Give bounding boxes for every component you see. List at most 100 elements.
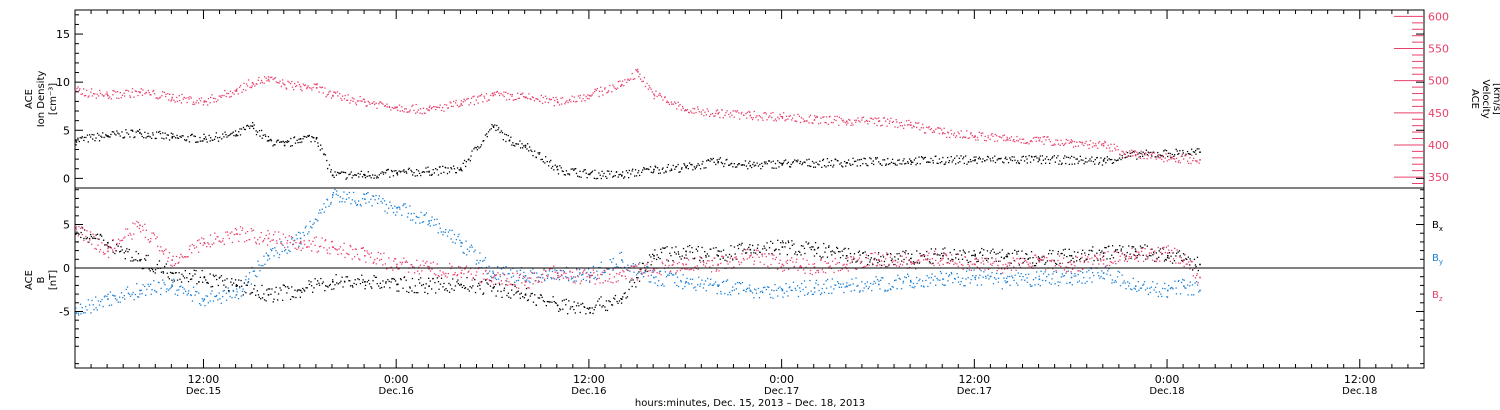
ion-density-point	[127, 133, 130, 135]
bx-point	[120, 250, 122, 252]
bz-point	[1070, 271, 1072, 273]
bx-point	[415, 292, 417, 294]
velocity-point	[83, 95, 86, 97]
ion-density-point	[643, 167, 645, 169]
ion-density-point	[395, 170, 397, 172]
bz-point	[1045, 269, 1047, 271]
bz-point	[475, 274, 477, 276]
bx-point	[1128, 245, 1130, 247]
bz-point	[1028, 265, 1030, 267]
ion-density-point	[514, 145, 516, 147]
velocity-point	[518, 97, 521, 99]
velocity-point	[243, 82, 245, 84]
bx-point	[744, 252, 747, 254]
bx-point	[456, 281, 458, 283]
ion-density-point	[921, 157, 924, 159]
velocity-point	[509, 93, 512, 96]
bz-point	[1094, 255, 1096, 257]
velocity-point	[724, 114, 726, 116]
bz-point	[242, 227, 244, 229]
ion-density-point	[511, 144, 513, 146]
velocity-point	[620, 84, 622, 87]
bz-point	[1130, 256, 1133, 258]
velocity-point	[165, 95, 167, 98]
by-point	[367, 192, 369, 194]
ion-density-point	[703, 167, 705, 169]
ion-density-point	[878, 161, 880, 163]
bz-point	[732, 257, 734, 260]
bx-data-point	[299, 289, 302, 292]
bx-point	[217, 284, 219, 287]
ion-density-point	[405, 170, 407, 173]
bz-point	[951, 254, 953, 256]
by-point	[840, 286, 843, 288]
velocity-point	[1143, 157, 1145, 160]
velocity-point	[298, 83, 301, 86]
ion-density-point	[1132, 150, 1134, 153]
by-point	[1048, 273, 1050, 276]
ion-density-point	[744, 160, 747, 162]
velocity-data-point	[492, 94, 495, 97]
by-point	[1191, 284, 1194, 286]
ion-density-point	[468, 158, 470, 160]
bx-point	[876, 259, 878, 261]
velocity-point	[601, 90, 603, 92]
bx-point	[1091, 250, 1093, 252]
bz-point	[789, 259, 791, 261]
velocity-point	[190, 97, 192, 99]
bz-point	[354, 248, 357, 250]
bz-point	[165, 248, 167, 250]
bx-point	[573, 308, 575, 311]
ion-density-point	[546, 160, 548, 163]
bx-point	[771, 252, 773, 255]
ion-density-point	[1005, 156, 1007, 158]
ion-density-point	[736, 166, 738, 168]
velocity-point	[913, 126, 915, 128]
by-data-point	[813, 287, 816, 289]
velocity-point	[224, 90, 226, 92]
bx-point	[92, 237, 94, 239]
by-point	[950, 271, 952, 274]
velocity-point	[1041, 141, 1043, 143]
velocity-point	[565, 101, 567, 103]
velocity-point	[547, 101, 549, 104]
ion-density-point	[577, 175, 579, 177]
bx-point	[681, 255, 683, 257]
bx-point	[1120, 250, 1122, 252]
ion-density-point	[196, 141, 198, 143]
ion-density-point	[1189, 153, 1192, 155]
bx-point	[674, 251, 676, 253]
velocity-point	[529, 98, 531, 100]
velocity-point	[512, 99, 514, 101]
by-point	[1137, 281, 1139, 283]
velocity-point	[318, 91, 320, 93]
ion-density-point	[474, 146, 476, 149]
by-point	[451, 229, 453, 232]
ion-density-point	[654, 165, 656, 167]
by-point	[407, 212, 409, 215]
bx-point	[519, 293, 521, 295]
by-point	[81, 307, 83, 309]
bx-point	[1057, 253, 1059, 255]
velocity-point	[671, 103, 673, 105]
bx-point	[445, 288, 447, 290]
ion-density-point	[1082, 159, 1084, 161]
by-point	[229, 295, 231, 298]
bz-point	[675, 271, 677, 274]
ion-density-point	[1071, 163, 1073, 165]
ion-density-point	[489, 129, 491, 131]
by-point	[1153, 289, 1155, 291]
by-point	[232, 289, 234, 292]
bx-point	[982, 254, 984, 256]
bz-point	[1065, 266, 1067, 268]
bx-point	[1041, 256, 1043, 258]
bz-point	[847, 257, 849, 259]
ion-density-point	[152, 134, 154, 136]
bx-point	[1070, 259, 1072, 262]
bz-point	[533, 272, 536, 274]
by-point	[923, 286, 925, 288]
ion-density-point	[804, 161, 806, 164]
bx-point	[951, 258, 953, 260]
bx-point	[1195, 265, 1197, 268]
ion-density-point	[973, 156, 975, 158]
